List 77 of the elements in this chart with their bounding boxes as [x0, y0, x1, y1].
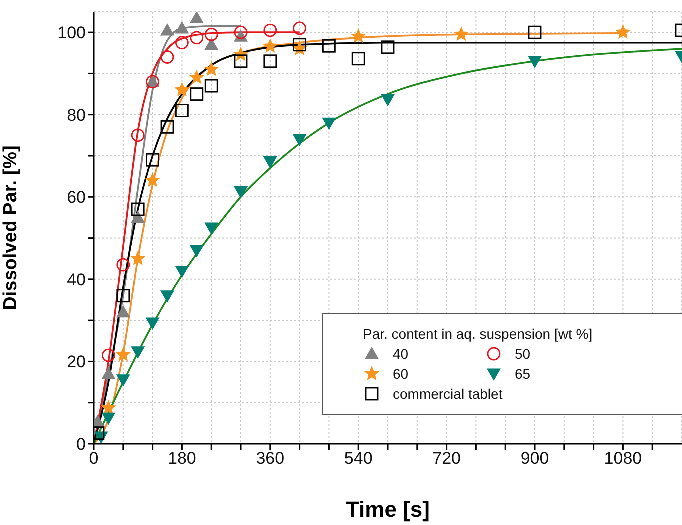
point: [322, 118, 336, 130]
point: [190, 245, 204, 258]
point: [204, 28, 218, 42]
y-tick-label: 100: [58, 24, 86, 43]
y-tick-label: 40: [67, 270, 86, 290]
point: [130, 250, 146, 266]
point: [146, 153, 160, 167]
point: [190, 12, 204, 24]
legend-label: 50: [515, 346, 531, 362]
point: [234, 54, 248, 68]
point: [528, 26, 542, 40]
y-tick-label: 20: [67, 352, 86, 372]
point: [293, 22, 306, 36]
point: [131, 346, 146, 359]
legend-title: Par. content in aq. suspension [wt %]: [363, 326, 594, 342]
point: [116, 289, 130, 303]
legend-label: 40: [393, 346, 409, 362]
x-tick-label: 360: [256, 449, 285, 468]
x-tick-label: 0: [89, 449, 99, 468]
y-tick-label: 0: [76, 435, 86, 454]
point: [101, 400, 116, 415]
y-tick-label: 80: [67, 106, 86, 125]
point: [131, 202, 145, 216]
point: [350, 28, 366, 44]
x-tick-label: 180: [168, 449, 196, 468]
point: [102, 412, 116, 426]
x-axis-title: Time [s]: [346, 497, 430, 522]
point: [160, 120, 174, 134]
x-tick-label: 540: [344, 449, 373, 468]
point: [176, 104, 189, 118]
point: [616, 24, 631, 40]
point: [264, 24, 278, 38]
point: [204, 79, 218, 93]
point: [174, 82, 190, 97]
point: [381, 40, 395, 54]
point: [102, 367, 116, 380]
point: [528, 56, 542, 68]
x-tick-label: 1080: [604, 449, 642, 468]
point: [352, 52, 366, 66]
point: [116, 374, 130, 387]
point: [322, 39, 336, 53]
point: [204, 222, 219, 235]
x-tick-label: 900: [520, 449, 550, 468]
point: [116, 305, 130, 318]
point: [204, 38, 219, 50]
legend-label: 60: [393, 366, 409, 382]
y-axis-title: Dissolved Par. [%]: [0, 146, 22, 310]
point: [116, 347, 132, 362]
point: [175, 21, 190, 34]
point: [204, 62, 220, 76]
point: [234, 186, 248, 199]
point: [131, 210, 146, 223]
x-tick-label: 720: [432, 449, 461, 468]
point: [131, 128, 145, 142]
point: [264, 54, 278, 68]
legend-label: 65: [515, 366, 531, 382]
point: [190, 88, 204, 101]
point: [189, 70, 205, 84]
point: [292, 134, 307, 147]
point: [145, 172, 160, 188]
point: [160, 24, 174, 36]
point: [175, 266, 190, 278]
legend-label: commercial tablet: [393, 386, 503, 402]
point: [190, 31, 204, 45]
point: [263, 156, 278, 169]
point: [116, 258, 130, 272]
y-tick-label: 60: [67, 188, 86, 208]
point: [381, 94, 395, 107]
point: [262, 38, 278, 54]
point: [160, 50, 174, 64]
point: [176, 36, 189, 50]
point: [234, 26, 248, 40]
point: [293, 38, 306, 52]
point: [102, 348, 116, 362]
point: [454, 26, 470, 42]
point: [146, 318, 160, 330]
point: [160, 290, 174, 303]
